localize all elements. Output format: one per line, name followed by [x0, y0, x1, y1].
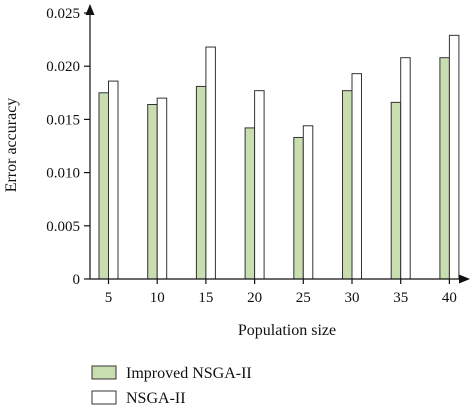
bar-nsga-ii-30: [351, 73, 362, 280]
y-tick-label: 0.010: [46, 166, 80, 182]
bar-nsga-ii-10: [156, 97, 168, 280]
bar-improved-nsga-ii-35: [390, 101, 402, 280]
x-tick-label: 40: [442, 290, 457, 306]
bar-improved-nsga-ii-10: [147, 104, 158, 280]
bar-nsga-ii-40: [448, 34, 460, 280]
x-tick-label: 35: [393, 290, 408, 306]
legend: Improved NSGA-II NSGA-II: [91, 365, 252, 407]
y-tick-label: 0.005: [46, 219, 80, 235]
bar-improved-nsga-ii-40: [439, 57, 450, 280]
bar-nsga-ii-25: [302, 125, 314, 280]
bar-nsga-ii-35: [400, 57, 411, 280]
y-tick-label: 0: [73, 272, 81, 288]
y-tick-label: 0.025: [46, 6, 80, 22]
axes-group: [85, 4, 470, 284]
bars-group: [98, 34, 460, 280]
y-tick-label: 0.015: [46, 112, 80, 128]
legend-swatch-improved-nsga-ii: [91, 365, 117, 380]
legend-label-improved-nsga-ii: Improved NSGA-II: [126, 365, 252, 382]
bar-nsga-ii-5: [108, 80, 119, 280]
y-axis-arrow: [85, 4, 95, 15]
legend-swatch-nsga-ii: [91, 390, 117, 405]
bar-improved-nsga-ii-30: [342, 90, 353, 280]
x-tick-label: 25: [296, 290, 311, 306]
bar-improved-nsga-ii-20: [244, 127, 256, 280]
x-tick-label: 10: [150, 290, 165, 306]
x-tick-label: 15: [198, 290, 213, 306]
bar-nsga-ii-20: [254, 90, 265, 280]
y-tick-label: 0.020: [46, 59, 80, 75]
x-axis-title: Population size: [238, 322, 336, 339]
y-axis-title: Error accuracy: [3, 98, 20, 193]
x-axis-arrow: [459, 274, 470, 284]
x-tick-label: 5: [105, 290, 113, 306]
x-tick-label: 20: [247, 290, 262, 306]
bar-improved-nsga-ii-25: [293, 136, 304, 280]
bar-nsga-ii-15: [205, 46, 216, 280]
legend-label-nsga-ii: NSGA-II: [126, 390, 186, 407]
x-ticks-group: 5 10 15 20 25 30 35 40: [105, 279, 457, 306]
bar-improved-nsga-ii-5: [98, 92, 109, 280]
bar-improved-nsga-ii-15: [195, 85, 207, 280]
y-ticks-group: 0 0.005 0.010 0.015 0.020 0.025: [46, 6, 90, 288]
x-tick-label: 30: [345, 290, 360, 306]
